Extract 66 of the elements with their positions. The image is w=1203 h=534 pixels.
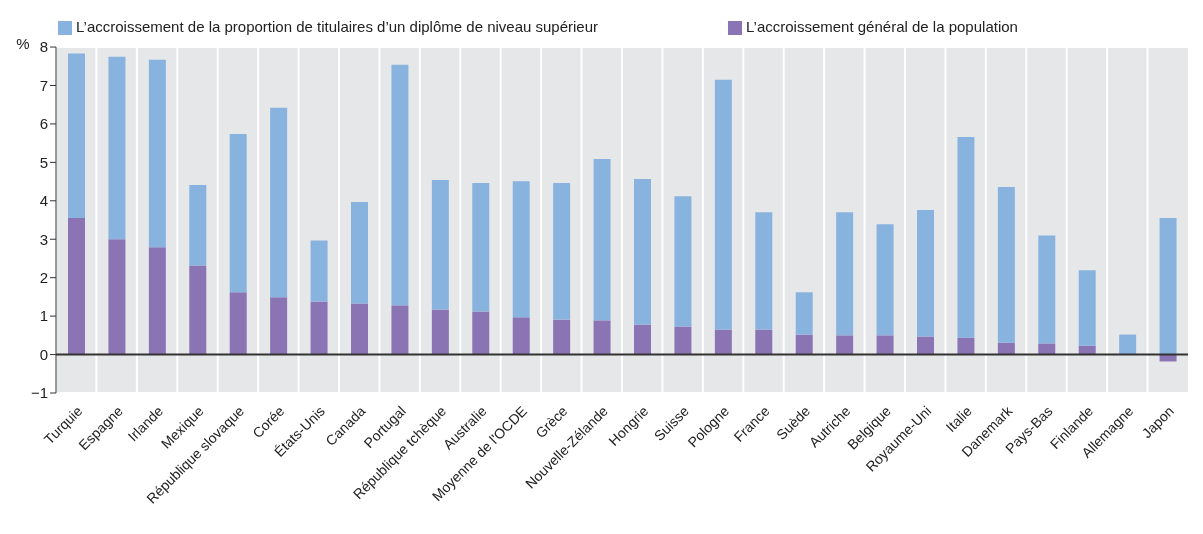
bar: [917, 210, 934, 337]
bar: [1119, 334, 1137, 355]
y-axis-title: %: [16, 35, 30, 53]
bar: [714, 329, 732, 355]
bar: [836, 335, 854, 355]
bar: [189, 185, 207, 266]
bar: [674, 196, 692, 327]
bar: [351, 201, 368, 304]
bar: [755, 329, 773, 355]
bar: [795, 334, 813, 355]
bar: [148, 247, 166, 355]
bar: [1078, 270, 1096, 346]
bar: [674, 326, 692, 355]
bar: [917, 336, 934, 355]
bar: [148, 59, 166, 248]
bar: [512, 181, 530, 318]
bar: [714, 79, 732, 330]
legend-label: L’accroissement général de la population: [746, 18, 1018, 35]
y-tick-label: 8: [39, 38, 48, 56]
bar: [472, 311, 490, 355]
bar: [1038, 343, 1056, 355]
bar: [310, 240, 328, 302]
y-tick-label: 3: [39, 230, 48, 248]
bar: [68, 218, 85, 355]
y-tick-label: 1: [39, 307, 48, 325]
bar: [755, 212, 773, 330]
bar: [189, 265, 207, 355]
bar: [795, 292, 813, 335]
bar: [997, 186, 1015, 343]
bar: [634, 178, 651, 325]
bar: [957, 337, 975, 355]
bar: [391, 64, 409, 306]
bar: [593, 320, 611, 355]
bar: [997, 342, 1015, 355]
legend-label: L’accroissement de la proportion de titulaires d’un diplôme de niveau supérieur: [76, 18, 599, 35]
y-tick-label: −1: [30, 384, 48, 402]
bar: [229, 133, 247, 293]
y-tick-label: 0: [39, 345, 48, 363]
bar: [270, 297, 288, 355]
y-tick-label: 6: [39, 115, 48, 133]
bar: [108, 56, 126, 240]
bar: [68, 53, 85, 219]
bar: [270, 107, 288, 298]
bar: [310, 301, 328, 355]
bar: [876, 335, 894, 355]
bar: [1038, 235, 1056, 344]
bar: [472, 183, 490, 312]
bar: [634, 324, 651, 355]
bar: [593, 158, 611, 321]
bar: [553, 183, 571, 320]
bar: [512, 317, 530, 355]
bar: [876, 224, 894, 336]
bar: [351, 303, 368, 355]
bar: [431, 180, 449, 310]
bar: [553, 319, 571, 355]
bar: [229, 292, 247, 355]
bar: [108, 239, 126, 355]
bar: [836, 212, 854, 336]
bar: [957, 136, 975, 338]
bar: [1159, 218, 1177, 355]
y-tick-label: 7: [39, 76, 48, 94]
bar: [431, 309, 449, 355]
y-tick-label: 5: [39, 153, 48, 171]
bar: [391, 305, 409, 355]
y-tick-label: 2: [39, 269, 48, 286]
y-tick-label: 4: [39, 192, 48, 210]
